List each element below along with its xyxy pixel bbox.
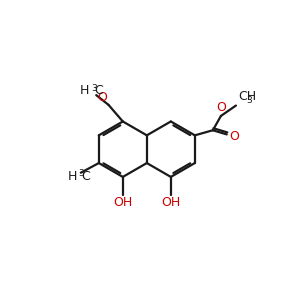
- Text: H: H: [80, 85, 89, 98]
- Text: OH: OH: [113, 196, 132, 209]
- Text: 3: 3: [91, 84, 97, 93]
- Text: O: O: [229, 130, 239, 143]
- Text: 3: 3: [247, 96, 252, 105]
- Text: C: C: [81, 170, 90, 183]
- Text: H: H: [67, 170, 76, 183]
- Text: CH: CH: [239, 90, 257, 103]
- Text: C: C: [94, 85, 103, 98]
- Text: OH: OH: [161, 196, 181, 209]
- Text: 3: 3: [79, 169, 84, 178]
- Text: O: O: [216, 101, 226, 114]
- Text: O: O: [98, 91, 108, 104]
